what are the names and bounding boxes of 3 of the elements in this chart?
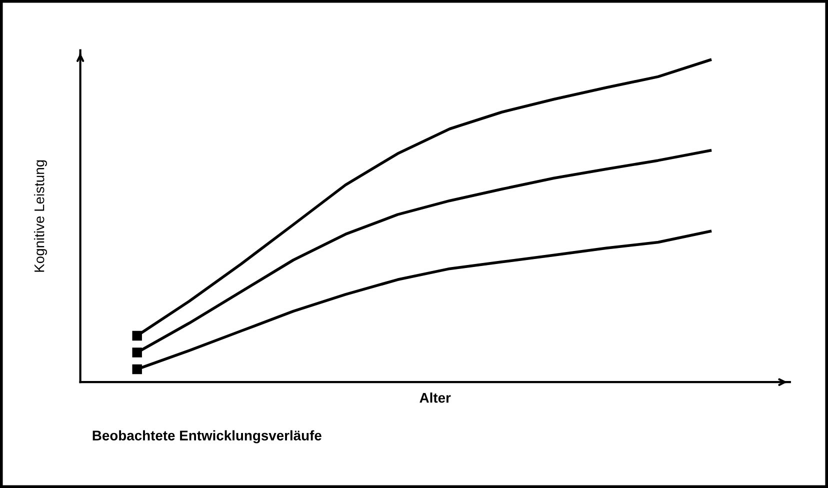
text: Beobachtete Entwicklungsverläufe bbox=[92, 430, 322, 444]
x-axis-title: Alter bbox=[420, 392, 451, 403]
y-axis-title: Kognitive Leistung bbox=[34, 160, 47, 272]
